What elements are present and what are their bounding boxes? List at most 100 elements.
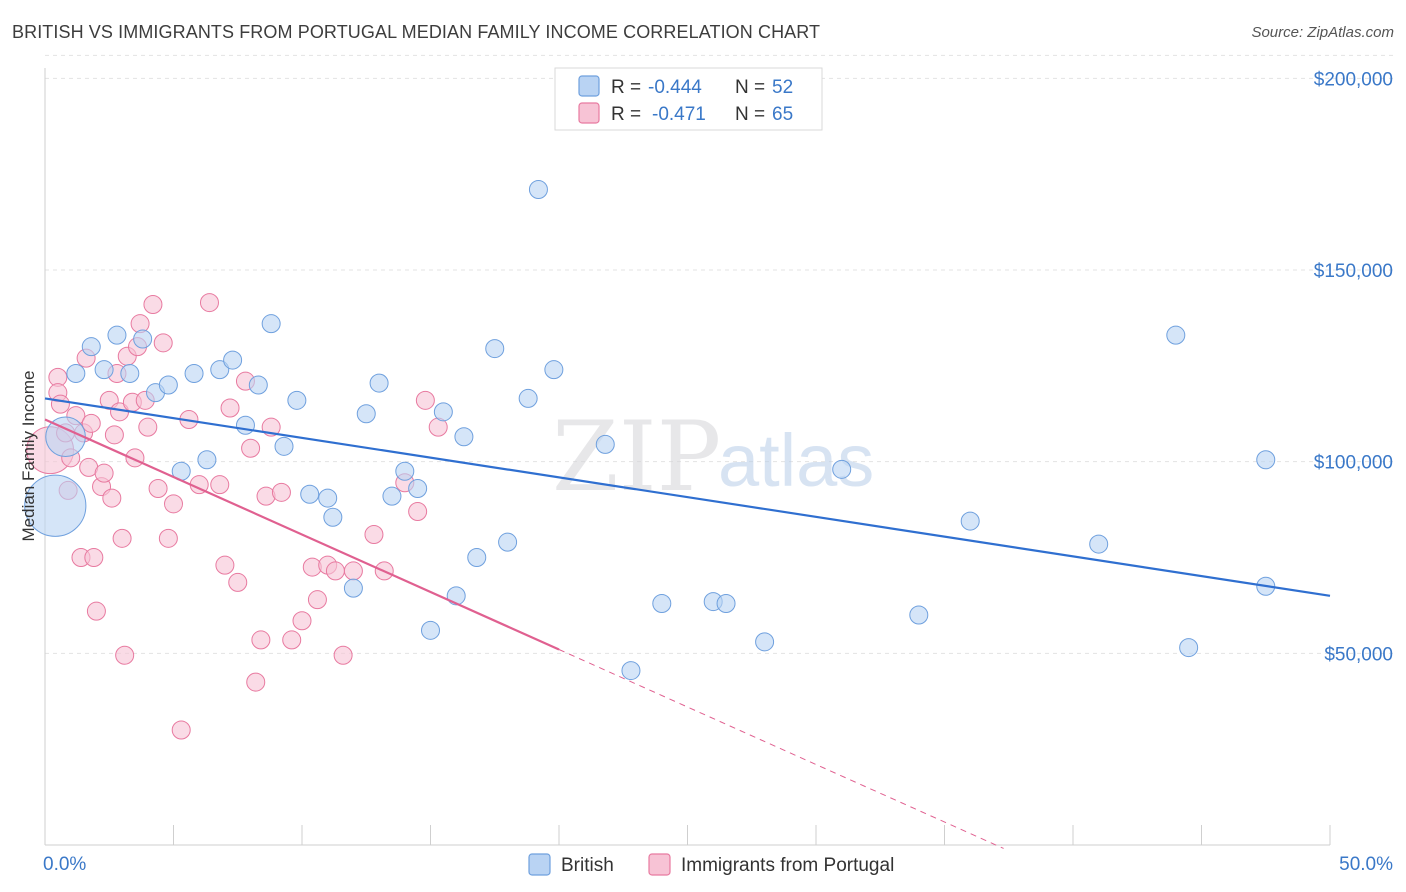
portugal-r-value: -0.471	[652, 104, 706, 125]
british-n-label: N =	[735, 77, 765, 98]
british-point	[421, 620, 440, 640]
y-tick-label-0: $50,000	[1324, 644, 1393, 665]
portugal-point	[81, 413, 101, 433]
portugal-point	[158, 528, 178, 548]
y-axis-label: Median Family Income	[19, 370, 38, 541]
watermark-atlas: atlas	[718, 419, 874, 502]
portugal-point	[143, 295, 163, 314]
portugal-point	[115, 645, 135, 665]
british-point	[408, 479, 428, 498]
portugal-swatch-icon	[578, 102, 600, 124]
portugal-point	[199, 293, 219, 313]
axes	[44, 68, 1331, 846]
portugal-point	[343, 561, 363, 581]
portugal-point	[210, 475, 230, 495]
chart-title: BRITISH VS IMMIGRANTS FROM PORTUGAL MEDI…	[12, 22, 821, 42]
british-point	[433, 402, 453, 422]
x-tick-label-1: 50.0%	[1339, 854, 1393, 875]
regression-lines	[44, 397, 1331, 849]
british-point	[248, 375, 268, 395]
portugal-point	[241, 438, 261, 458]
portugal-point	[164, 494, 183, 514]
british-r-label: R =	[611, 77, 641, 98]
portugal-point	[171, 720, 191, 740]
portugal-point	[86, 601, 106, 621]
british-point	[1179, 638, 1199, 658]
british-point	[287, 390, 307, 410]
british-point	[66, 364, 86, 383]
british-point	[223, 350, 243, 370]
british-point	[652, 594, 672, 613]
portugal-n-value: 65	[772, 104, 793, 125]
british-swatch-icon	[578, 75, 600, 97]
portugal-r-label: R =	[611, 104, 641, 125]
british-point	[544, 360, 564, 380]
portugal-point	[415, 390, 435, 410]
stats-legend: R = -0.444 N = 52 R = -0.471 N = 65	[554, 67, 823, 131]
british-point	[832, 459, 852, 479]
watermark-zip: ZIP	[552, 401, 721, 513]
y-tick-label-3: $200,000	[1314, 69, 1393, 90]
portugal-point	[246, 672, 266, 692]
portugal-point	[220, 398, 240, 418]
british-point	[909, 605, 929, 625]
british-point	[395, 461, 415, 481]
british-point	[94, 360, 114, 380]
british-point	[485, 339, 505, 359]
british-point	[184, 364, 204, 383]
british-point	[356, 404, 376, 424]
british-point	[120, 364, 140, 383]
portugal-point	[104, 425, 124, 445]
portugal-trend-line	[44, 418, 560, 651]
british-point	[595, 434, 615, 454]
british-point	[1089, 534, 1109, 554]
british-point	[24, 474, 87, 537]
legend-portugal-icon	[648, 853, 671, 876]
y-tick-label-1: $100,000	[1314, 453, 1393, 474]
portugal-point	[292, 611, 312, 631]
portugal-point	[215, 555, 235, 575]
portugal-point	[364, 525, 384, 544]
grid-lines	[45, 54, 1395, 654]
portugal-point	[325, 561, 345, 581]
british-r-value: -0.444	[648, 77, 702, 98]
british-point	[343, 578, 363, 598]
portugal-point	[102, 488, 122, 508]
british-point	[1256, 450, 1276, 470]
british-point	[498, 532, 518, 552]
portugal-point	[282, 630, 302, 650]
portugal-point	[408, 502, 428, 521]
y-tick-labels: $50,000 $100,000 $150,000 $200,000	[1314, 69, 1393, 665]
british-point	[81, 337, 101, 357]
portugal-point	[307, 590, 327, 610]
portugal-point	[251, 630, 271, 650]
y-tick-label-2: $150,000	[1314, 261, 1393, 282]
british-point	[235, 415, 255, 435]
series-legend: British Immigrants from Portugal	[528, 853, 894, 876]
british-point	[107, 325, 127, 345]
portugal-point	[94, 463, 114, 483]
british-point	[518, 388, 538, 408]
british-point	[158, 375, 178, 395]
portugal-point	[112, 528, 132, 548]
british-point	[716, 594, 736, 613]
legend-portugal-label: Immigrants from Portugal	[681, 855, 894, 876]
portugal-trend-extension	[558, 649, 1004, 849]
british-point	[446, 586, 466, 606]
british-point	[318, 488, 338, 508]
british-point	[369, 373, 389, 393]
british-point	[300, 484, 320, 504]
british-point	[528, 180, 548, 199]
legend-british-label: British	[561, 855, 614, 876]
source-label: Source: ZipAtlas.com	[1251, 24, 1394, 41]
british-n-value: 52	[772, 77, 793, 98]
british-point	[1166, 325, 1186, 345]
legend-british-icon	[528, 853, 551, 876]
british-point	[210, 360, 230, 380]
british-point	[133, 329, 153, 349]
portugal-point	[228, 572, 248, 592]
british-point	[467, 548, 487, 567]
british-point	[261, 314, 281, 334]
portugal-point	[271, 482, 291, 502]
